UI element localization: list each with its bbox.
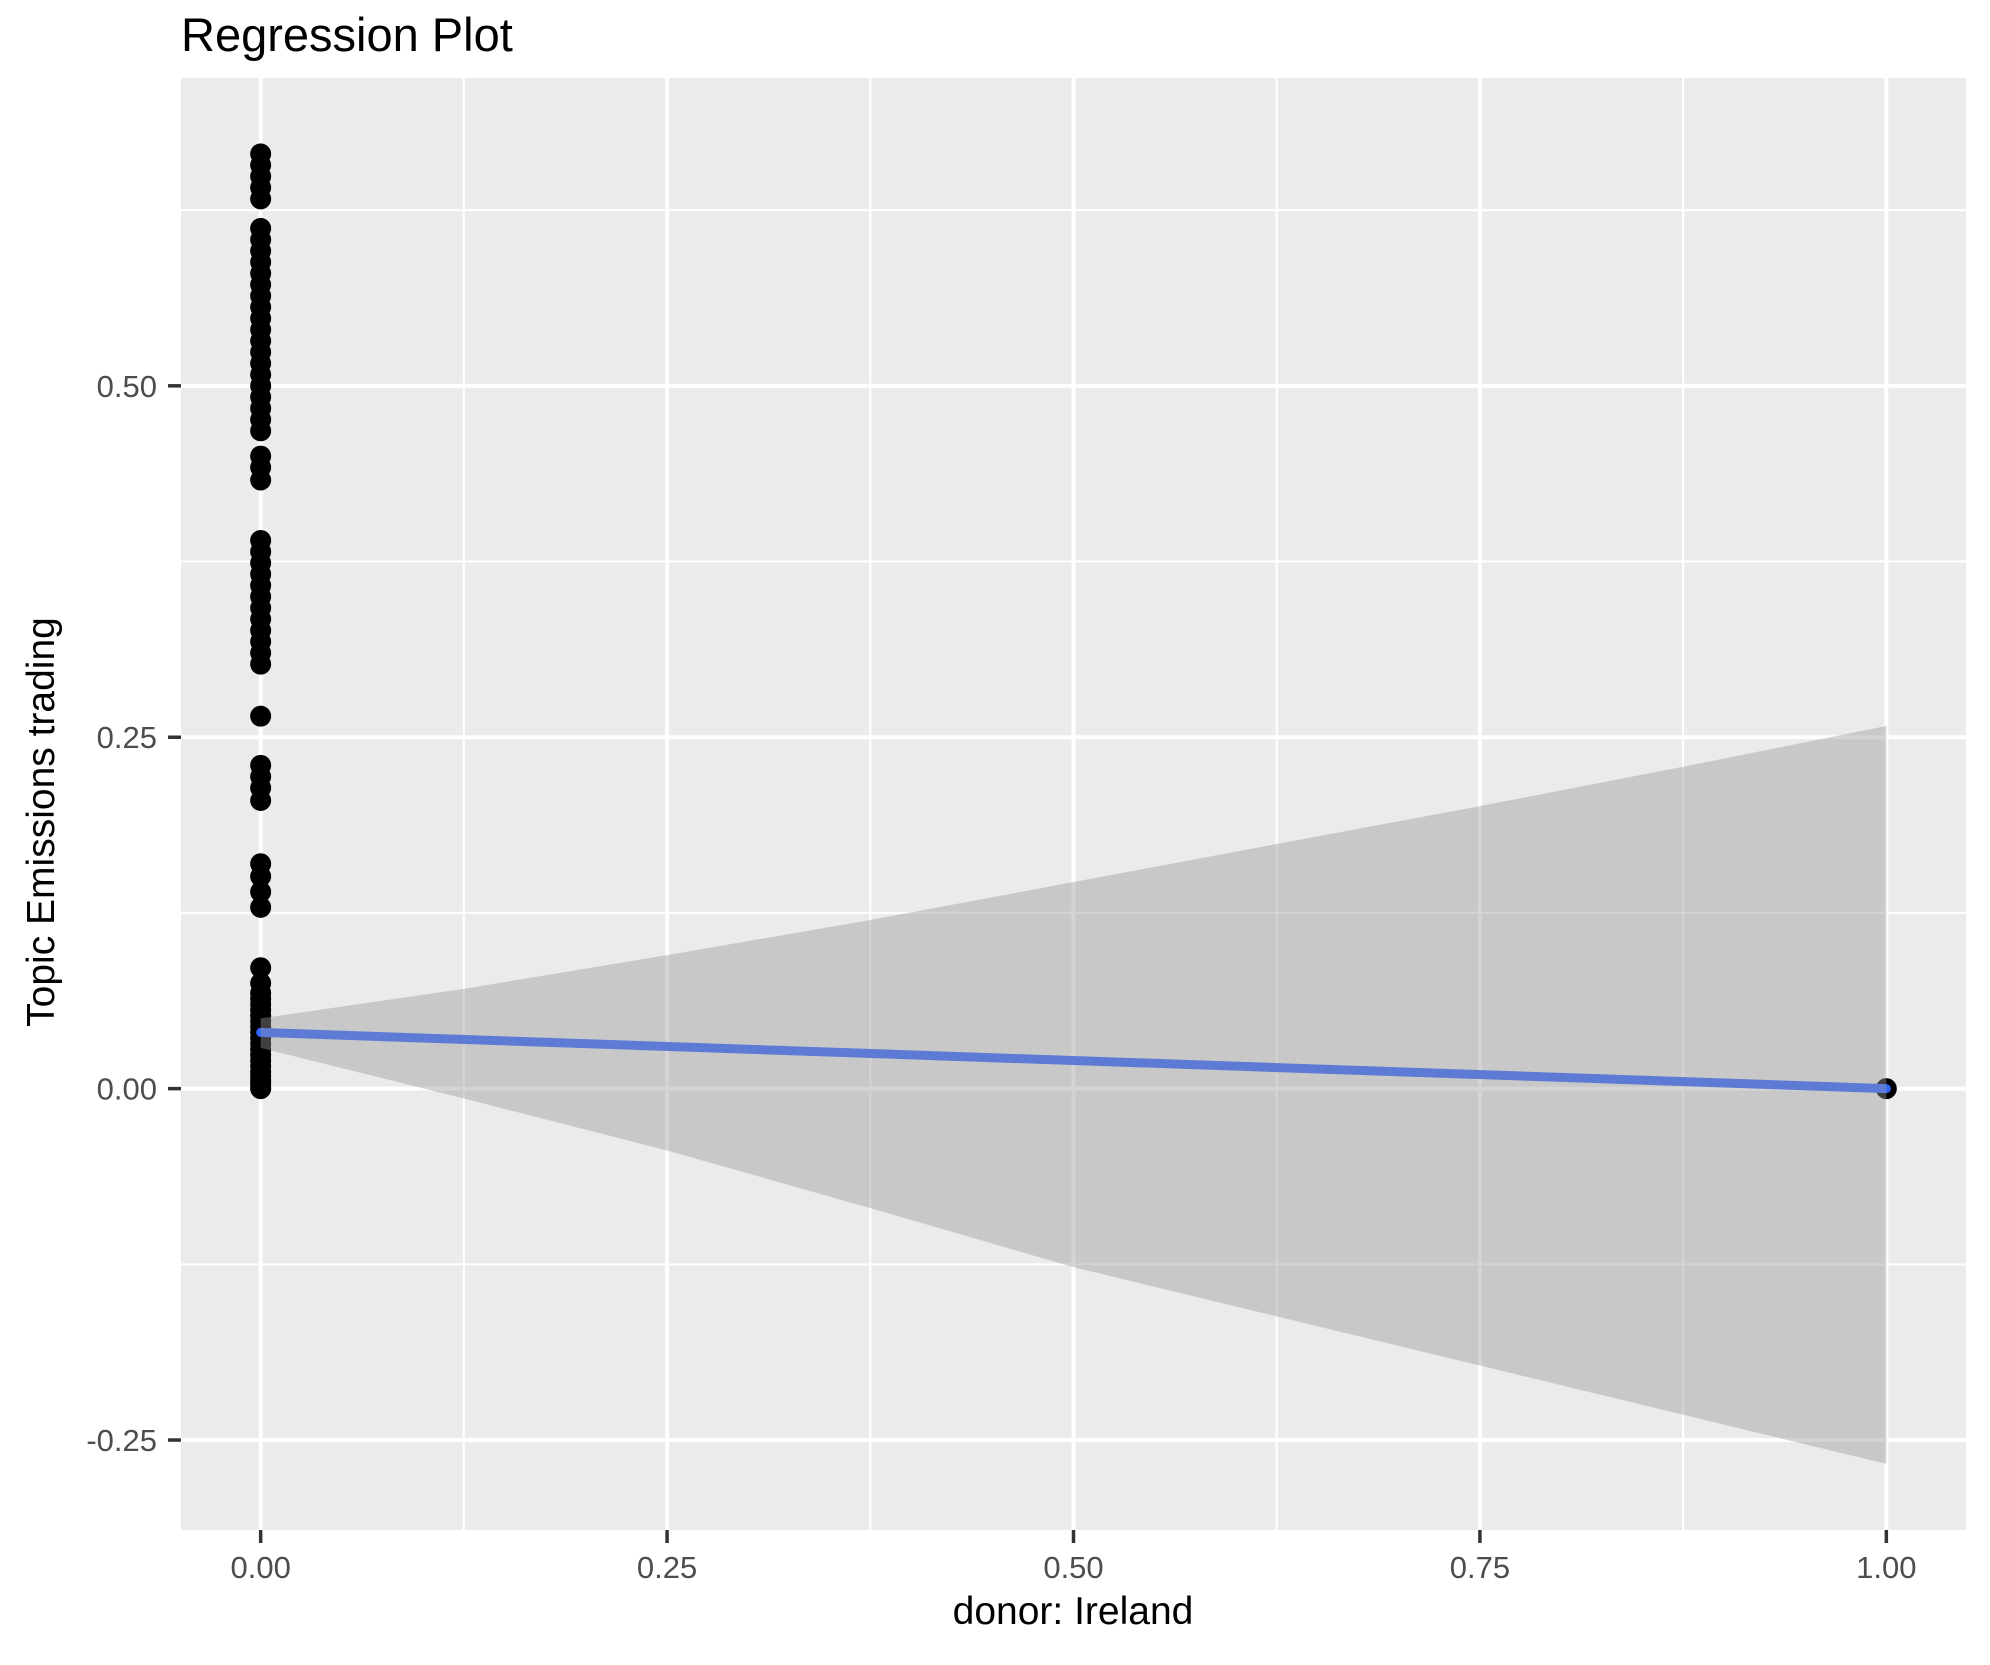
data-point — [250, 789, 272, 811]
x-tick-label: 0.00 — [230, 1550, 290, 1585]
x-tick-label: 0.50 — [1043, 1550, 1103, 1585]
y-tick-label: 0.25 — [97, 720, 157, 755]
x-tick-label: 0.25 — [637, 1550, 697, 1585]
data-point — [250, 420, 272, 442]
x-axis-title: donor: Ireland — [952, 1590, 1194, 1633]
x-tick-label: 0.75 — [1450, 1550, 1510, 1585]
data-point — [250, 653, 272, 675]
y-tick-label: 0.50 — [97, 369, 157, 404]
x-tick-label: 1.00 — [1856, 1550, 1916, 1585]
regression-line — [256, 1027, 1891, 1094]
data-point — [250, 469, 272, 491]
data-point — [250, 896, 272, 918]
plot-title: Regression Plot — [181, 8, 513, 61]
data-point — [250, 957, 272, 979]
data-point — [250, 1078, 272, 1100]
data-point — [250, 188, 272, 210]
data-point — [250, 865, 272, 887]
y-tick-label: -0.25 — [86, 1423, 157, 1458]
y-tick-label: 0.00 — [97, 1072, 157, 1107]
data-point — [250, 705, 272, 727]
data-point — [250, 881, 272, 903]
confidence-ribbon — [260, 725, 1887, 1464]
